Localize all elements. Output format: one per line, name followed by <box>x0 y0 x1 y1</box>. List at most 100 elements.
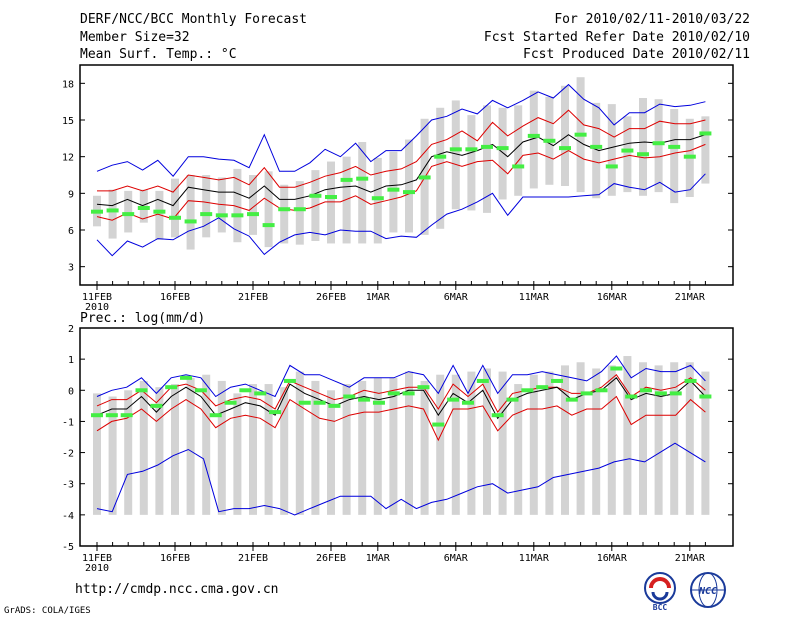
prec-observed-marker <box>417 385 430 390</box>
grads-credit: GrADS: COLA/IGES <box>4 606 91 616</box>
temp-range-box <box>514 105 523 196</box>
source-url: http://cmdp.ncc.cma.gov.cn <box>75 582 279 597</box>
temp-observed-marker <box>325 195 337 199</box>
temp-x-tick-label: 26FEB <box>316 292 346 303</box>
temp-observed-marker <box>683 154 696 159</box>
prec-observed-marker <box>640 388 653 393</box>
temp-range-box <box>654 99 663 193</box>
temp-observed-marker <box>527 133 540 138</box>
prec-observed-marker <box>105 413 118 418</box>
prec-observed-marker <box>699 394 712 399</box>
prec-range-box <box>701 371 710 515</box>
prec-y-tick-label: -3 <box>62 480 74 491</box>
prec-range-box <box>280 387 289 515</box>
prec-range-box <box>514 384 523 515</box>
prec-observed-marker <box>551 378 564 383</box>
prec-observed-marker <box>209 413 222 418</box>
temp-x-tick-label: 1MAR <box>366 292 391 303</box>
prec-x-tick-label: 16MAR <box>597 553 628 564</box>
temp-observed-marker <box>559 146 571 151</box>
prec-observed-marker <box>313 400 326 405</box>
prec-range-box <box>186 377 195 515</box>
temp-observed-marker <box>403 190 415 195</box>
temp-range-box <box>561 85 569 186</box>
prec-observed-marker <box>402 391 415 396</box>
temp-upper-spread-line <box>97 109 706 193</box>
prec-observed-marker <box>358 397 371 402</box>
prec-observed-marker <box>625 394 638 399</box>
temp-x-tick-label: 11FEB <box>82 292 112 303</box>
temp-observed-marker <box>293 207 306 212</box>
prec-mean-line <box>96 377 706 420</box>
prec-range-box <box>155 387 164 515</box>
temp-max-line <box>96 83 706 177</box>
temp-observed-marker <box>137 206 150 210</box>
temp-range-box <box>373 157 382 244</box>
bcc-logo-text: BCC <box>653 603 668 612</box>
prec-x-tick-label: 1MAR <box>366 553 391 564</box>
prec-x-tick-label: 21MAR <box>675 553 706 564</box>
prec-observed-marker <box>521 388 534 393</box>
temp-lower-spread-line <box>96 143 706 221</box>
prec-observed-marker <box>269 410 282 415</box>
temp-y-tick-label: 9 <box>68 189 74 200</box>
prec-max-line <box>96 355 706 398</box>
prec-observed-marker <box>135 388 148 393</box>
temp-range-box <box>358 142 367 244</box>
prec-observed-marker <box>580 391 593 396</box>
temp-x-tick-label: 16FEB <box>160 292 190 303</box>
prec-observed-marker <box>565 397 578 402</box>
temperature-panel: 3 6 9 12 15 18 11FEB 16FEB 21FEB 26FEB 1MAR 6MAR 11M… <box>62 64 734 313</box>
prec-range-box <box>358 380 367 515</box>
bcc-logo: BCC <box>644 572 676 612</box>
temp-observed-marker <box>340 177 353 182</box>
prec-range-box <box>249 384 257 515</box>
temp-observed-marker <box>356 176 369 181</box>
prec-range-box <box>467 371 476 515</box>
temp-observed-marker <box>387 187 400 192</box>
temp-observed-marker <box>247 212 259 217</box>
temp-observed-marker <box>262 223 275 228</box>
temp-range-box <box>108 189 117 239</box>
temp-observed-marker <box>122 212 135 217</box>
temp-observed-marker <box>574 132 587 137</box>
temp-observed-marker <box>91 209 103 214</box>
temp-y-tick-label: 6 <box>68 226 74 237</box>
ncc-logo: NCC <box>690 572 726 608</box>
temp-observed-marker <box>449 147 462 152</box>
prec-range-box <box>108 396 117 515</box>
prec-x-tick-label: 16FEB <box>160 553 190 564</box>
temp-x-tick-label: 16MAR <box>597 292 628 303</box>
temp-x-tick-label: 11MAR <box>519 292 550 303</box>
prec-observed-marker <box>91 413 103 418</box>
prec-observed-marker <box>165 385 178 390</box>
prec-observed-marker <box>654 391 667 396</box>
temp-range-box <box>327 161 335 244</box>
temp-year-label: 2010 <box>85 302 109 313</box>
prec-range-box <box>264 384 273 515</box>
figure-title: DERF/NCC/BCC Monthly Forecast <box>80 12 307 27</box>
prec-observed-marker <box>610 366 623 371</box>
prec-observed-marker <box>432 422 445 427</box>
temp-observed-marker <box>481 144 493 149</box>
prec-range-box <box>545 371 554 515</box>
temp-range-box <box>155 190 164 240</box>
temp-range-box <box>607 104 616 196</box>
prec-range-box <box>342 384 351 515</box>
temp-range-box <box>342 156 351 244</box>
member-size-label: Member Size=32 <box>80 30 190 45</box>
temp-min-line <box>96 173 706 257</box>
temp-observed-marker <box>590 144 603 149</box>
temp-plot-frame <box>79 64 734 286</box>
temp-observed-marker <box>200 212 213 217</box>
prec-range-box <box>483 368 491 515</box>
temp-range-box <box>498 107 507 200</box>
prec-range-box <box>451 374 460 515</box>
prec-x-tick-label: 11MAR <box>519 553 550 564</box>
temp-range-box <box>124 190 133 233</box>
ncc-logo-text: NCC <box>698 586 717 597</box>
prec-x-tick-label: 21FEB <box>238 553 268 564</box>
temp-observed-marker <box>668 144 681 149</box>
temp-range-box <box>529 90 538 189</box>
